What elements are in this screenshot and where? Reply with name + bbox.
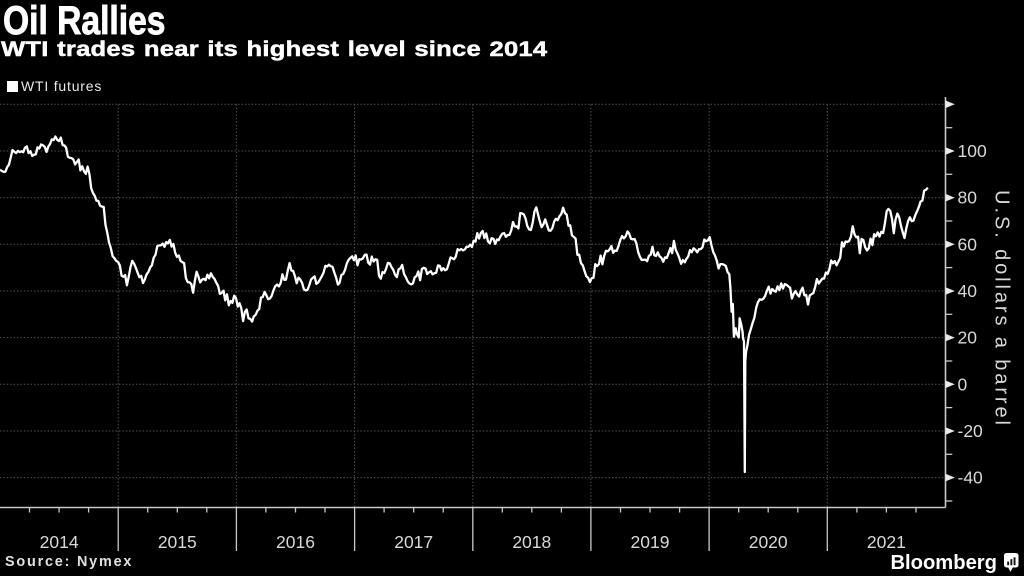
svg-text:2019: 2019 (631, 532, 670, 552)
svg-text:-20: -20 (958, 421, 984, 441)
svg-text:U.S. dollars a barrel: U.S. dollars a barrel (991, 190, 1013, 428)
svg-text:2017: 2017 (394, 532, 433, 552)
svg-text:2020: 2020 (749, 532, 788, 552)
svg-text:2015: 2015 (158, 532, 197, 552)
svg-text:0: 0 (958, 374, 968, 394)
svg-text:20: 20 (958, 328, 978, 348)
svg-text:2021: 2021 (867, 532, 906, 552)
svg-text:2018: 2018 (512, 532, 551, 552)
svg-text:80: 80 (958, 188, 978, 208)
svg-text:60: 60 (958, 234, 978, 254)
svg-text:40: 40 (958, 281, 978, 301)
svg-text:2014: 2014 (40, 532, 79, 552)
svg-text:-40: -40 (958, 468, 984, 488)
svg-text:100: 100 (958, 141, 987, 161)
svg-text:2016: 2016 (276, 532, 315, 552)
